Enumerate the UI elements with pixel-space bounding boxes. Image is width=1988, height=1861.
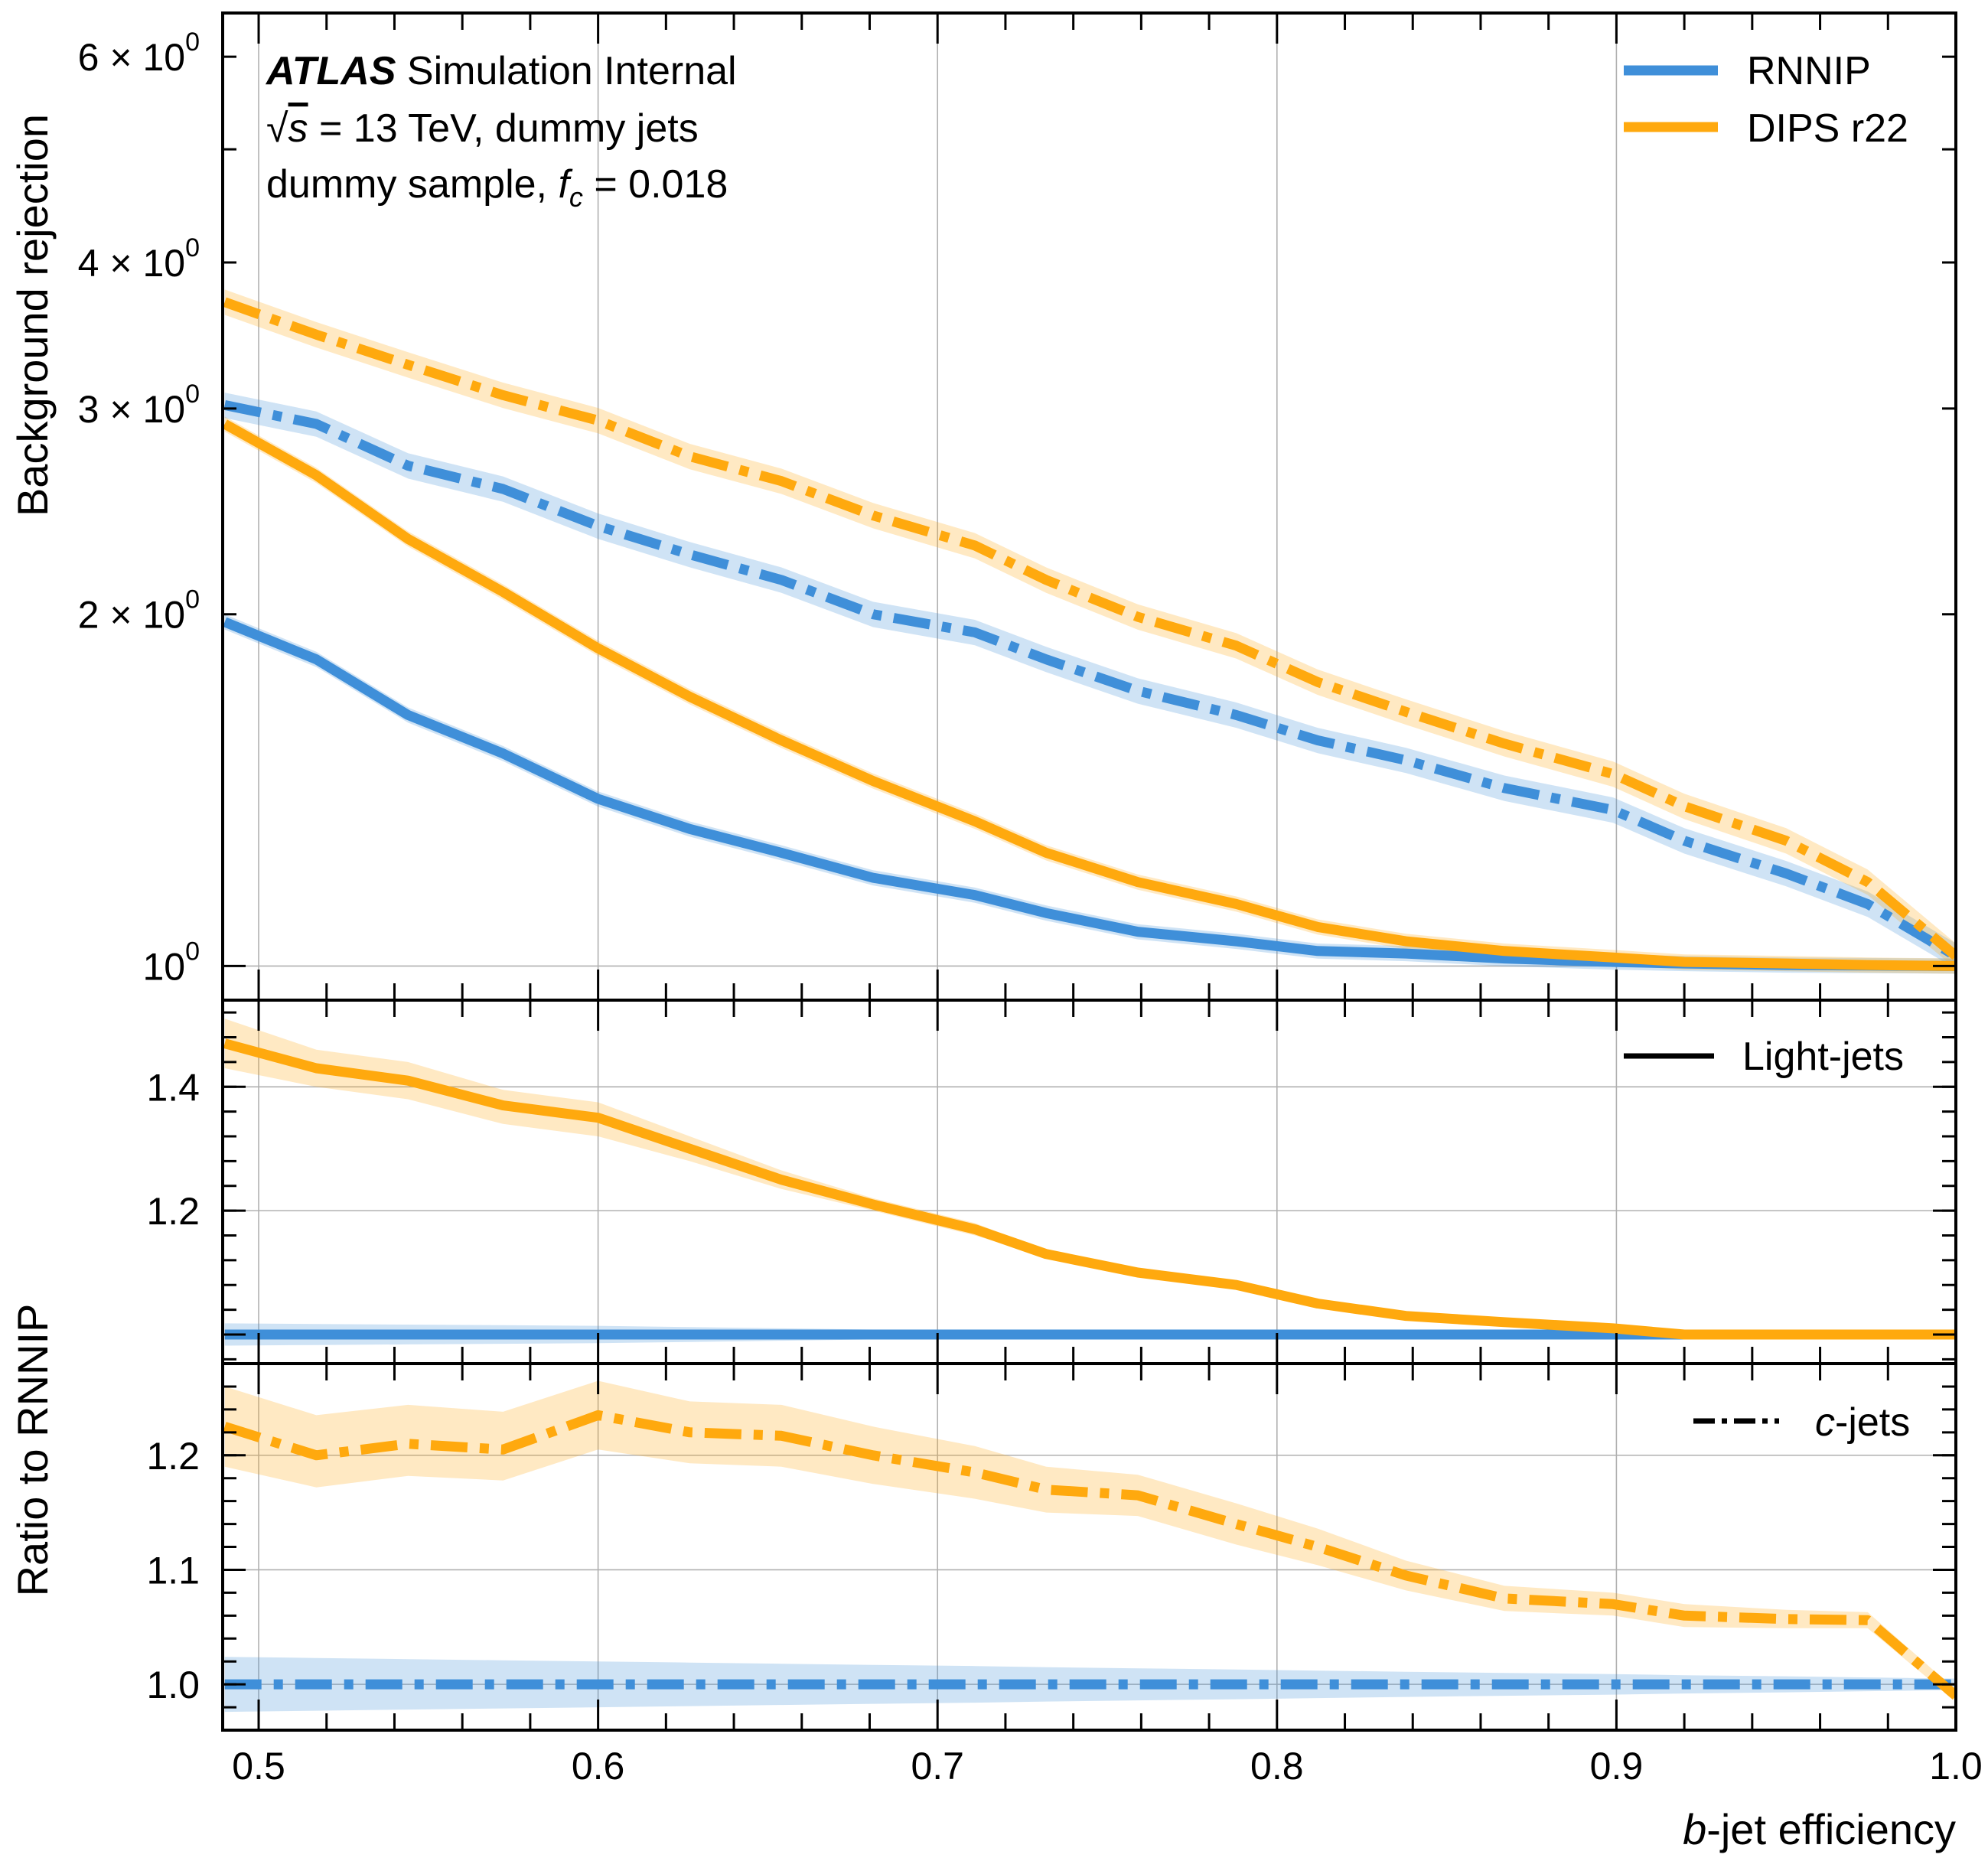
legend-dips-label: DIPS r22 [1747,106,1908,151]
x-tick-label: 1.0 [1929,1745,1983,1788]
x-tick-label: 0.6 [572,1745,625,1788]
band-dips-r22-light [224,416,1956,974]
y-tick-label: 1.2 [146,1435,200,1478]
x-tick-label: 0.5 [232,1745,285,1788]
sqrt-symbol: √ [266,106,288,151]
energy-label: √s = 13 TeV, dummy jets [266,106,699,151]
x-tick-label: 0.9 [1590,1745,1644,1788]
band-dips-r22-light [224,1018,1956,1335]
y-tick-label: 2 × 100 [78,585,200,637]
x-tick-label: 0.7 [911,1745,964,1788]
y-tick-label-exponent: 0 [185,937,200,966]
legend-c: c-jets [1693,1400,1910,1445]
legend-c-italic: c [1815,1400,1835,1445]
sqrt-s: s [288,106,308,151]
x-tick-labels: 0.5 0.6 0.7 0.8 0.9 1.0 [232,1745,1982,1788]
legend-light-label: Light-jets [1742,1035,1904,1079]
c-axes-frame [221,1362,1957,1732]
sample-label: dummy sample, fc = 0.018 [266,162,728,213]
y-tick-label: 1.0 [146,1664,200,1706]
light-lines [223,1038,1957,1340]
y-tick-label-base: 3 × 10 [78,388,185,431]
series-line-dips-r22-light [223,419,1956,971]
light-grid [223,1000,1957,1364]
y-axis-label-main: Background rejection [8,114,57,517]
ratio-light-panel: Light-jets [221,999,1957,1365]
c-bands [224,1380,1956,1713]
light-bands [224,1018,1956,1346]
y-tick-label: 1.1 [146,1549,200,1592]
y-tick-label-exponent: 0 [185,28,200,57]
atlas-label: ATLAS Simulation Internal [265,49,737,93]
main-panel: ATLAS Simulation Internal √s = 13 TeV, d… [221,11,1957,1002]
main-ticks [223,13,1957,1000]
series-line-rnnip-c [223,400,1956,960]
atlas-bold: ATLAS [265,49,396,93]
atlas-suffix: Simulation Internal [396,49,736,93]
energy-rest: = 13 TeV, dummy jets [308,106,699,151]
legend-rnnip-label: RNNIP [1747,49,1871,93]
band-dips-r22-c [224,1380,1956,1702]
y-tick-label: 3 × 100 [78,380,200,431]
y-tick-label-base: 6 × 10 [78,36,185,79]
y-tick-label-exponent: 0 [185,380,200,409]
y-tick-label-exponent: 0 [185,233,200,262]
y-tick-label-base: 10 [142,945,185,988]
x-axis-label-rest: -jet efficiency [1706,1805,1956,1853]
fc-value: = 0.018 [583,162,728,207]
y-tick-label: 4 × 100 [78,233,200,285]
c-lines [223,1410,1957,1700]
main-lines [223,297,1957,971]
series-line-dips-r22-light [223,1038,1956,1340]
legend-light: Light-jets [1624,1035,1904,1079]
legend-c-label: c-jets [1815,1400,1910,1445]
sample-prefix: dummy sample, [266,162,558,207]
fc-f: f [558,162,572,207]
ratio-c-panel: c-jets [221,1362,1957,1732]
legend-main: RNNIP DIPS r22 [1624,49,1908,151]
x-axis-label-italic: b [1683,1805,1706,1853]
y-axis-label-ratio: Ratio to RNNIP [8,1304,57,1597]
band-rnnip-c [224,393,1956,970]
y-tick-label-base: 4 × 10 [78,242,185,285]
x-tick-label: 0.8 [1250,1745,1304,1788]
legend-c-rest: -jets [1835,1400,1910,1445]
light-ticks [223,1000,1957,1364]
y-tick-label: 6 × 100 [78,28,200,79]
y-tick-label-base: 2 × 10 [78,594,185,637]
y-tick-label: 100 [142,937,200,988]
y-tick-label-exponent: 0 [185,585,200,614]
y-tick-label: 1.4 [146,1066,200,1109]
series-line-dips-r22-c [223,1410,1956,1700]
y-tick-label: 1.2 [146,1190,200,1233]
series-line-dips-r22-c [223,297,1956,960]
fc-sub: c [569,181,583,213]
x-axis-label: b-jet efficiency [1683,1805,1956,1853]
band-dips-r22-c [224,289,1956,970]
